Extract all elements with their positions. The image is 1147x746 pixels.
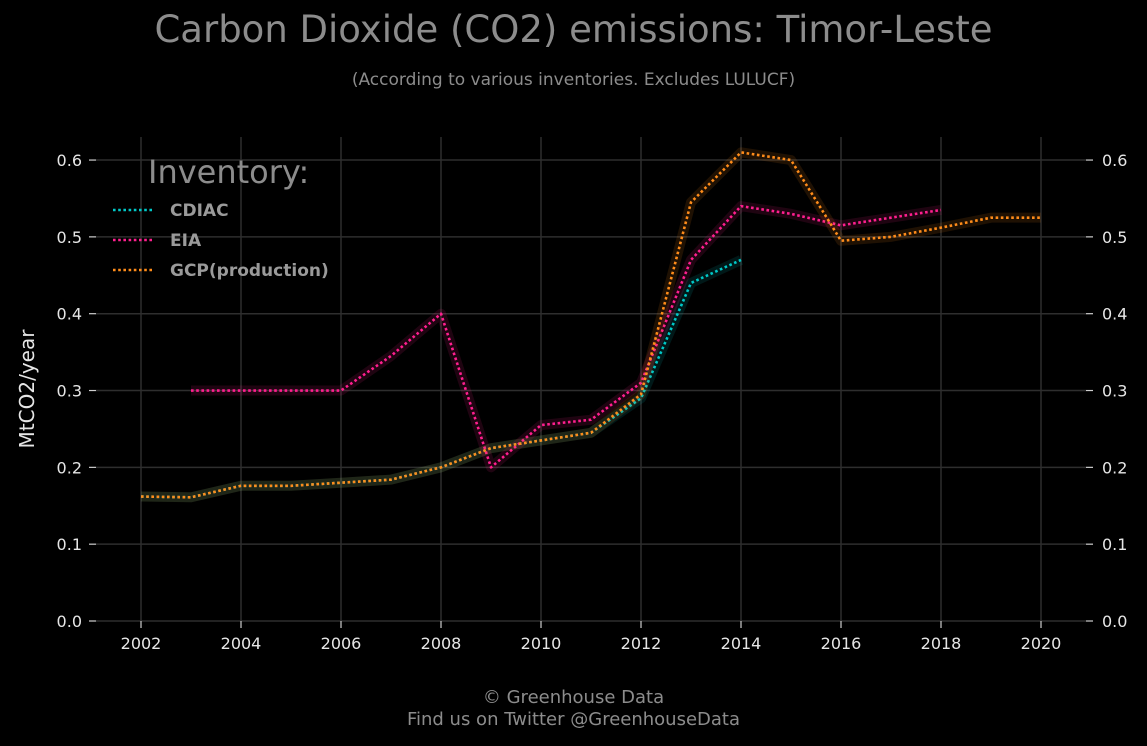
x-tick-label: 2012 — [621, 634, 662, 653]
chart-subtitle: (According to various inventories. Exclu… — [351, 70, 796, 90]
series-glow — [140, 147, 1041, 503]
y-tick-label-left: 0.2 — [57, 458, 82, 477]
legend-label: EIA — [170, 231, 202, 251]
axes: 2002 2004 2006 2008 2010 2012 2014 2016 2018 2020… — [15, 151, 1127, 653]
y-tick-label-left: 0.1 — [57, 535, 82, 554]
y-tick-label-right: 0.0 — [1102, 612, 1127, 631]
series-glow — [191, 201, 942, 473]
x-tick-label: 2008 — [421, 634, 462, 653]
x-tick-label: 2016 — [821, 634, 862, 653]
footer-twitter: Find us on Twitter @GreenhouseData — [406, 709, 741, 730]
series-lines — [140, 147, 1041, 503]
series-line-eia — [191, 204, 942, 469]
series-line-gcp-production- — [140, 151, 1041, 499]
x-tick-label: 2020 — [1021, 634, 1062, 653]
y-tick-label-right: 0.2 — [1102, 458, 1127, 477]
y-tick-label-left: 0.5 — [57, 228, 82, 247]
y-tick-label-right: 0.4 — [1102, 305, 1127, 324]
y-tick-label-right: 0.6 — [1102, 151, 1127, 170]
grid — [96, 137, 1086, 622]
chart-title: Carbon Dioxide (CO2) emissions: Timor-Le… — [154, 8, 993, 51]
x-tick-label: 2002 — [121, 634, 162, 653]
y-tick-label-right: 0.5 — [1102, 228, 1127, 247]
x-tick-label: 2018 — [921, 634, 962, 653]
legend-label: GCP(production) — [170, 261, 329, 281]
x-tick-label: 2004 — [221, 634, 262, 653]
y-tick-label-right: 0.3 — [1102, 382, 1127, 401]
y-tick-label-right: 0.1 — [1102, 535, 1127, 554]
legend-title: Inventory: — [148, 153, 309, 191]
y-tick-label-left: 0.3 — [57, 382, 82, 401]
footer-copyright: © Greenhouse Data — [482, 687, 665, 708]
y-axis-label: MtCO2/year — [15, 329, 39, 449]
y-tick-label-left: 0.4 — [57, 305, 82, 324]
legend-label: CDIAC — [170, 201, 229, 221]
y-tick-label-left: 0.0 — [57, 612, 82, 631]
x-tick-label: 2014 — [721, 634, 762, 653]
x-tick-label: 2010 — [521, 634, 562, 653]
y-tick-label-left: 0.6 — [57, 151, 82, 170]
x-tick-label: 2006 — [321, 634, 362, 653]
legend: Inventory: CDIAC EIA GCP(production) — [113, 153, 329, 281]
